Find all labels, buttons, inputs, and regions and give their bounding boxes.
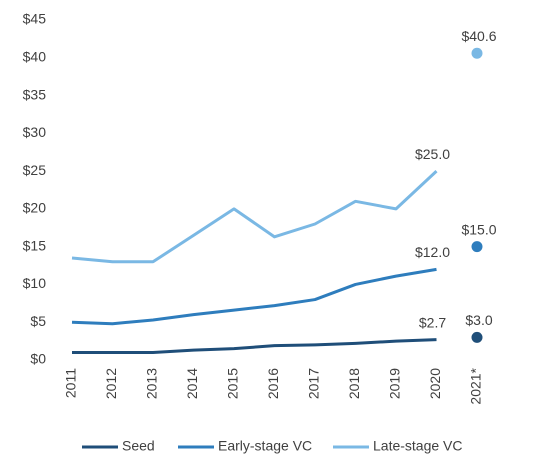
y-tick-label: $30: [23, 124, 47, 140]
y-tick-label: $15: [23, 237, 47, 253]
y-tick-label: $35: [23, 86, 47, 102]
legend-label: Seed: [122, 438, 155, 454]
line: [71, 170, 438, 264]
legend-label: Late-stage VC: [373, 438, 463, 454]
y-tick-label: $45: [23, 11, 47, 27]
data-label: $2.7: [419, 314, 446, 330]
y-tick-label: $40: [23, 48, 47, 64]
x-tick-label: 2018: [346, 368, 362, 399]
legend-label: Early-stage VC: [218, 438, 312, 454]
line: [71, 267, 437, 326]
point: [471, 331, 483, 343]
y-tick-label: $5: [30, 313, 46, 329]
line: [72, 338, 437, 354]
y-tick-label: $0: [30, 351, 46, 367]
x-tick-label: 2015: [225, 368, 241, 399]
x-tick-label: 2017: [306, 368, 322, 399]
x-tick-label: 2019: [387, 368, 403, 399]
x-tick-label: 2020: [427, 368, 443, 399]
point: [471, 47, 483, 59]
data-label: $40.6: [461, 28, 496, 44]
x-tick-label: 2016: [265, 368, 281, 399]
x-tick-label: 2011: [63, 368, 79, 398]
data-label: $25.0: [415, 146, 450, 162]
x-tick-label: 2014: [184, 368, 200, 399]
data-label: $15.0: [461, 221, 496, 237]
data-label: $12.0: [415, 244, 450, 260]
y-tick-label: $25: [23, 162, 47, 178]
x-tick-label: 2012: [103, 368, 119, 399]
data-label: $3.0: [465, 312, 492, 328]
point: [471, 241, 483, 253]
y-tick-label: $20: [23, 200, 47, 216]
x-tick-label: 2021*: [468, 367, 484, 404]
x-tick-label: 2013: [144, 368, 160, 399]
y-tick-label: $10: [23, 275, 47, 291]
